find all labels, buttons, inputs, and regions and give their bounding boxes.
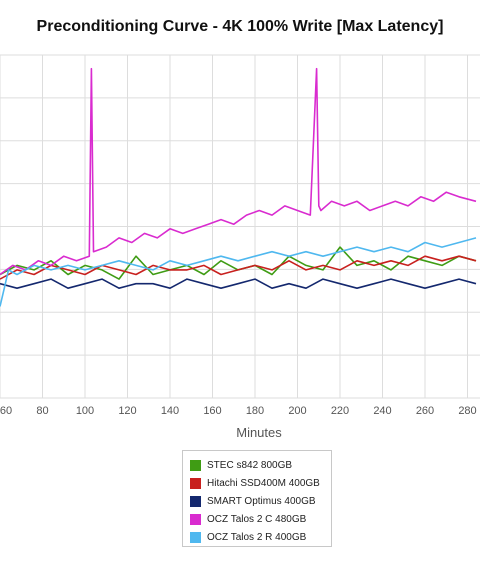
legend-item: STEC s842 800GB [190, 456, 331, 474]
x-tick-label: 140 [161, 405, 179, 417]
legend: STEC s842 800GB Hitachi SSD400M 400GB SMAR… [182, 450, 332, 547]
x-tick-labels: 60 80 100 120 140 160 180 200 220 240 260 280 [0, 405, 477, 417]
x-tick-label: 260 [416, 405, 434, 417]
legend-label: OCZ Talos 2 C 480GB [207, 513, 307, 525]
legend-label: STEC s842 800GB [207, 459, 293, 471]
legend-label: SMART Optimus 400GB [207, 495, 316, 507]
x-tick-label: 220 [331, 405, 349, 417]
series-line-hitachi-ssd400m-400gb [0, 255, 477, 280]
legend-swatch [190, 531, 201, 543]
legend-swatch [190, 495, 201, 507]
legend-label: OCZ Talos 2 R 400GB [207, 531, 307, 543]
x-tick-label: 60 [0, 405, 12, 417]
x-tick-label: 120 [118, 405, 136, 417]
legend-swatch [190, 513, 201, 525]
legend-item: SMART Optimus 400GB [190, 492, 331, 510]
x-tick-label: 280 [458, 405, 476, 417]
x-tick-label: 200 [288, 405, 306, 417]
series-line-smart-optimus-400gb [0, 278, 477, 290]
series-line-ocz-talos-2-r-400gb [0, 237, 477, 307]
series-line-ocz-talos-2-c-480gb [0, 67, 477, 276]
x-tick-label: 80 [36, 405, 48, 417]
legend-swatch [190, 459, 201, 471]
chart-title: Preconditioning Curve - 4K 100% Write [M… [36, 18, 444, 35]
legend-label: Hitachi SSD400M 400GB [207, 477, 320, 489]
x-tick-label: 100 [76, 405, 94, 417]
series-lines [0, 67, 477, 307]
legend-swatch [190, 477, 201, 489]
series-line-stec-s842-800gb [0, 246, 477, 280]
x-tick-label: 160 [203, 405, 221, 417]
x-tick-label: 180 [246, 405, 264, 417]
x-axis-label: Minutes [236, 425, 282, 440]
legend-item: OCZ Talos 2 C 480GB [190, 510, 331, 528]
gridlines [0, 54, 480, 399]
legend-item: OCZ Talos 2 R 400GB [190, 528, 331, 546]
legend-item: Hitachi SSD400M 400GB [190, 474, 331, 492]
x-tick-label: 240 [373, 405, 391, 417]
